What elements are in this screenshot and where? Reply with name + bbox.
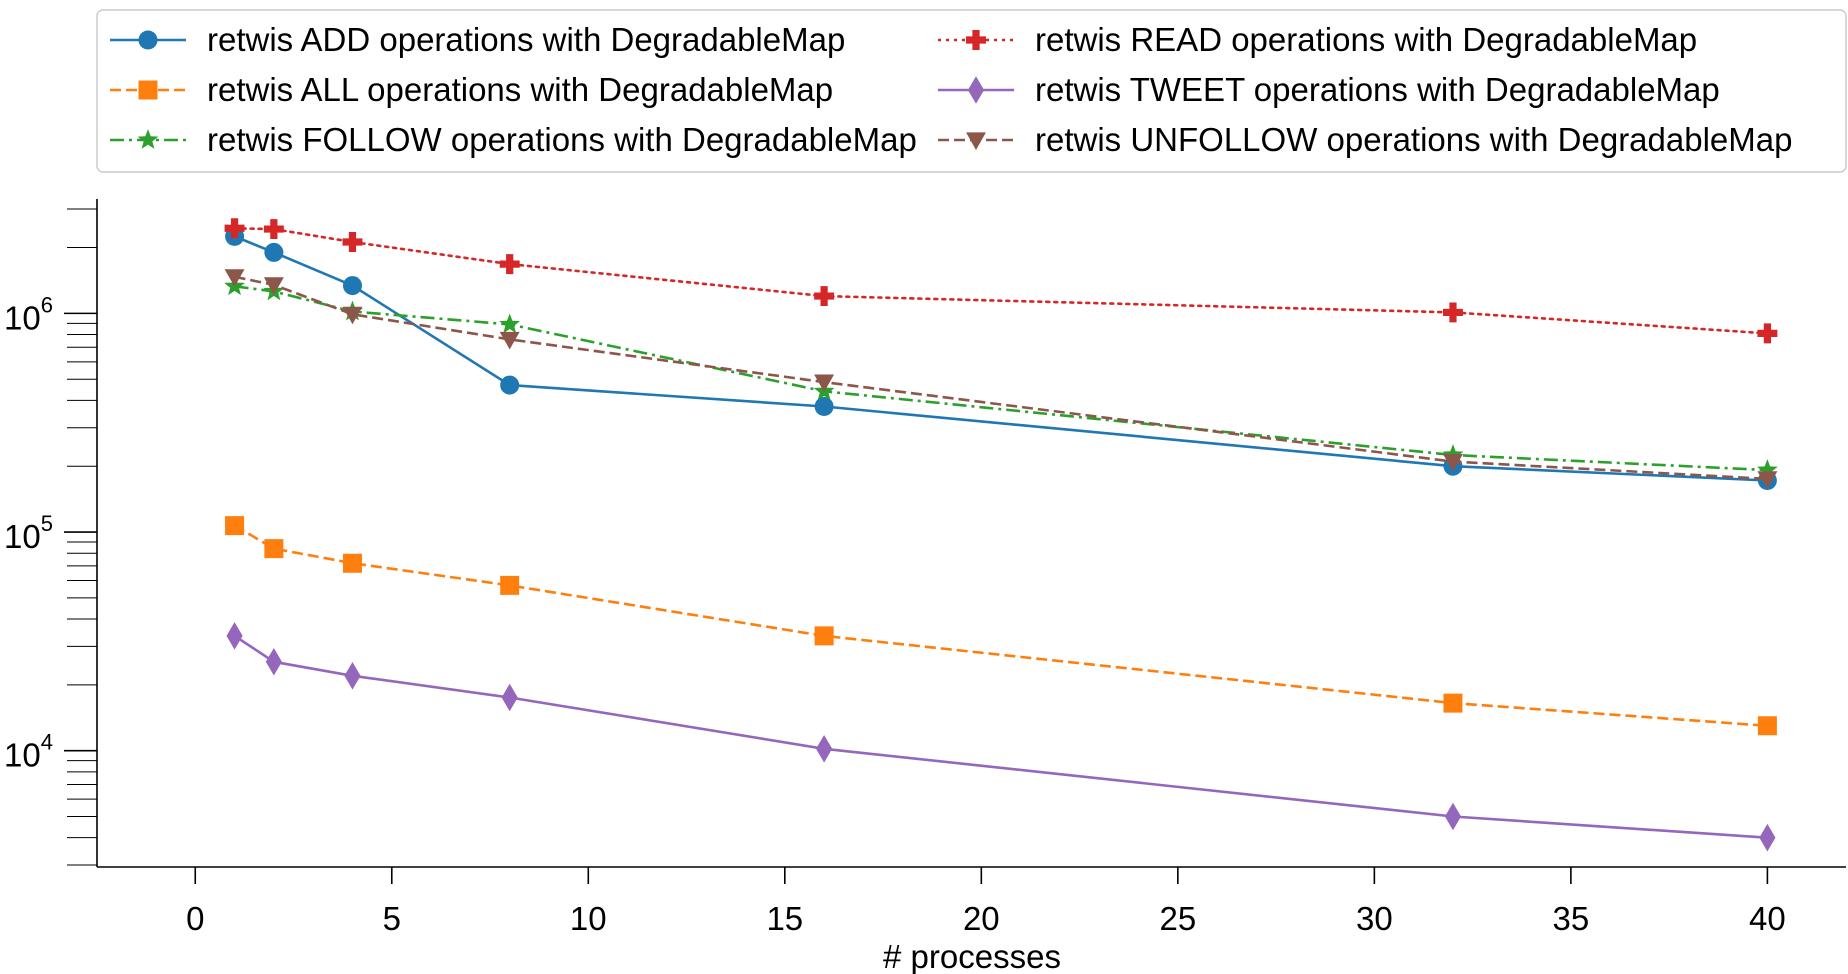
data-point bbox=[1443, 693, 1463, 713]
data-point bbox=[265, 648, 282, 676]
data-point bbox=[224, 269, 245, 287]
axes: 0 5 10 15 20 25 30 35 40 104 105 106 bbox=[4, 199, 1846, 937]
legend-swatch-marker bbox=[138, 30, 158, 50]
data-point bbox=[1757, 471, 1778, 489]
x-tick-label: 10 bbox=[570, 900, 607, 937]
data-point bbox=[1757, 323, 1778, 344]
data-point bbox=[814, 286, 835, 307]
data-point bbox=[499, 331, 520, 350]
x-tick-label: 30 bbox=[1356, 900, 1393, 937]
series-line bbox=[234, 285, 1768, 472]
legend-item-retwis-add-operations-with-degradablemap: retwis ADD operations with DegradableMap bbox=[110, 21, 845, 58]
data-point bbox=[500, 375, 520, 395]
data-point bbox=[500, 575, 520, 595]
x-tick-label: 15 bbox=[766, 900, 803, 937]
legend: retwis ADD operations with DegradableMap… bbox=[96, 9, 1847, 173]
legend-label: retwis UNFOLLOW operations with Degradab… bbox=[1035, 121, 1792, 158]
x-tick-label: 40 bbox=[1749, 900, 1786, 937]
series-retwis-add-operations-with-degradablemap bbox=[225, 226, 1777, 491]
series-line bbox=[233, 634, 1768, 839]
series-retwis-read-operations-with-degradablemap bbox=[224, 218, 1778, 344]
x-tick-label: 35 bbox=[1553, 900, 1590, 937]
legend-item-retwis-tweet-operations-with-degradablemap: retwis TWEET operations with DegradableM… bbox=[938, 71, 1720, 108]
x-axis-title: # processes bbox=[883, 938, 1061, 974]
data-point bbox=[814, 626, 834, 646]
data-point bbox=[499, 313, 521, 334]
legend-item-retwis-all-operations-with-degradablemap: retwis ALL operations with DegradableMap bbox=[110, 71, 833, 108]
data-point bbox=[225, 516, 245, 536]
data-point bbox=[263, 219, 284, 240]
data-point bbox=[263, 277, 284, 295]
plot-area bbox=[224, 218, 1778, 852]
data-point bbox=[226, 622, 243, 650]
series-retwis-all-operations-with-degradablemap bbox=[225, 516, 1777, 736]
series-line bbox=[234, 235, 1768, 482]
data-point bbox=[1442, 302, 1463, 323]
data-point bbox=[499, 254, 520, 275]
data-point bbox=[264, 539, 284, 559]
series-line bbox=[233, 227, 1769, 335]
series-line bbox=[234, 275, 1768, 481]
data-point bbox=[342, 276, 362, 296]
y-tick-label: 104 bbox=[4, 730, 53, 774]
legend-label: retwis READ operations with DegradableMa… bbox=[1035, 21, 1697, 58]
data-point bbox=[1757, 716, 1777, 736]
legend-item-retwis-unfollow-operations-with-degradablemap: retwis UNFOLLOW operations with Degradab… bbox=[938, 121, 1792, 158]
legend-label: retwis ADD operations with DegradableMap bbox=[207, 21, 845, 58]
legend-item-retwis-read-operations-with-degradablemap: retwis READ operations with DegradableMa… bbox=[938, 21, 1697, 58]
legend-swatch-marker bbox=[138, 80, 158, 100]
data-point bbox=[1759, 823, 1776, 852]
legend-swatch-marker bbox=[137, 129, 159, 149]
legend-label: retwis FOLLOW operations with Degradable… bbox=[207, 121, 917, 158]
x-tick-label: 20 bbox=[963, 900, 1000, 937]
data-point bbox=[344, 662, 361, 690]
data-point bbox=[501, 683, 518, 712]
data-point bbox=[224, 218, 245, 239]
data-point bbox=[814, 374, 835, 393]
x-tick-label: 25 bbox=[1159, 900, 1196, 937]
x-tick-label: 5 bbox=[383, 900, 401, 937]
series-retwis-tweet-operations-with-degradablemap bbox=[226, 622, 1776, 852]
x-tick-label: 0 bbox=[186, 900, 204, 937]
series-retwis-unfollow-operations-with-degradablemap bbox=[224, 269, 1778, 489]
legend-label: retwis ALL operations with DegradableMap bbox=[207, 71, 833, 108]
data-point bbox=[342, 553, 362, 573]
data-point bbox=[1442, 453, 1463, 472]
data-point bbox=[816, 735, 833, 763]
series-retwis-follow-operations-with-degradablemap bbox=[224, 275, 1778, 479]
legend-label: retwis TWEET operations with DegradableM… bbox=[1035, 71, 1720, 108]
legend-item-retwis-follow-operations-with-degradablemap: retwis FOLLOW operations with Degradable… bbox=[110, 121, 917, 158]
y-tick-label: 105 bbox=[4, 511, 53, 555]
data-point bbox=[342, 306, 363, 325]
data-point bbox=[1444, 802, 1462, 831]
series-line bbox=[233, 524, 1768, 728]
data-point bbox=[264, 242, 284, 262]
data-point bbox=[1757, 459, 1778, 479]
legend-swatch-marker bbox=[966, 132, 986, 150]
legend-swatch-marker bbox=[966, 30, 986, 50]
data-point bbox=[342, 232, 363, 252]
legend-swatch-marker bbox=[967, 76, 985, 104]
data-point bbox=[814, 397, 834, 417]
y-tick-label: 106 bbox=[4, 292, 53, 336]
